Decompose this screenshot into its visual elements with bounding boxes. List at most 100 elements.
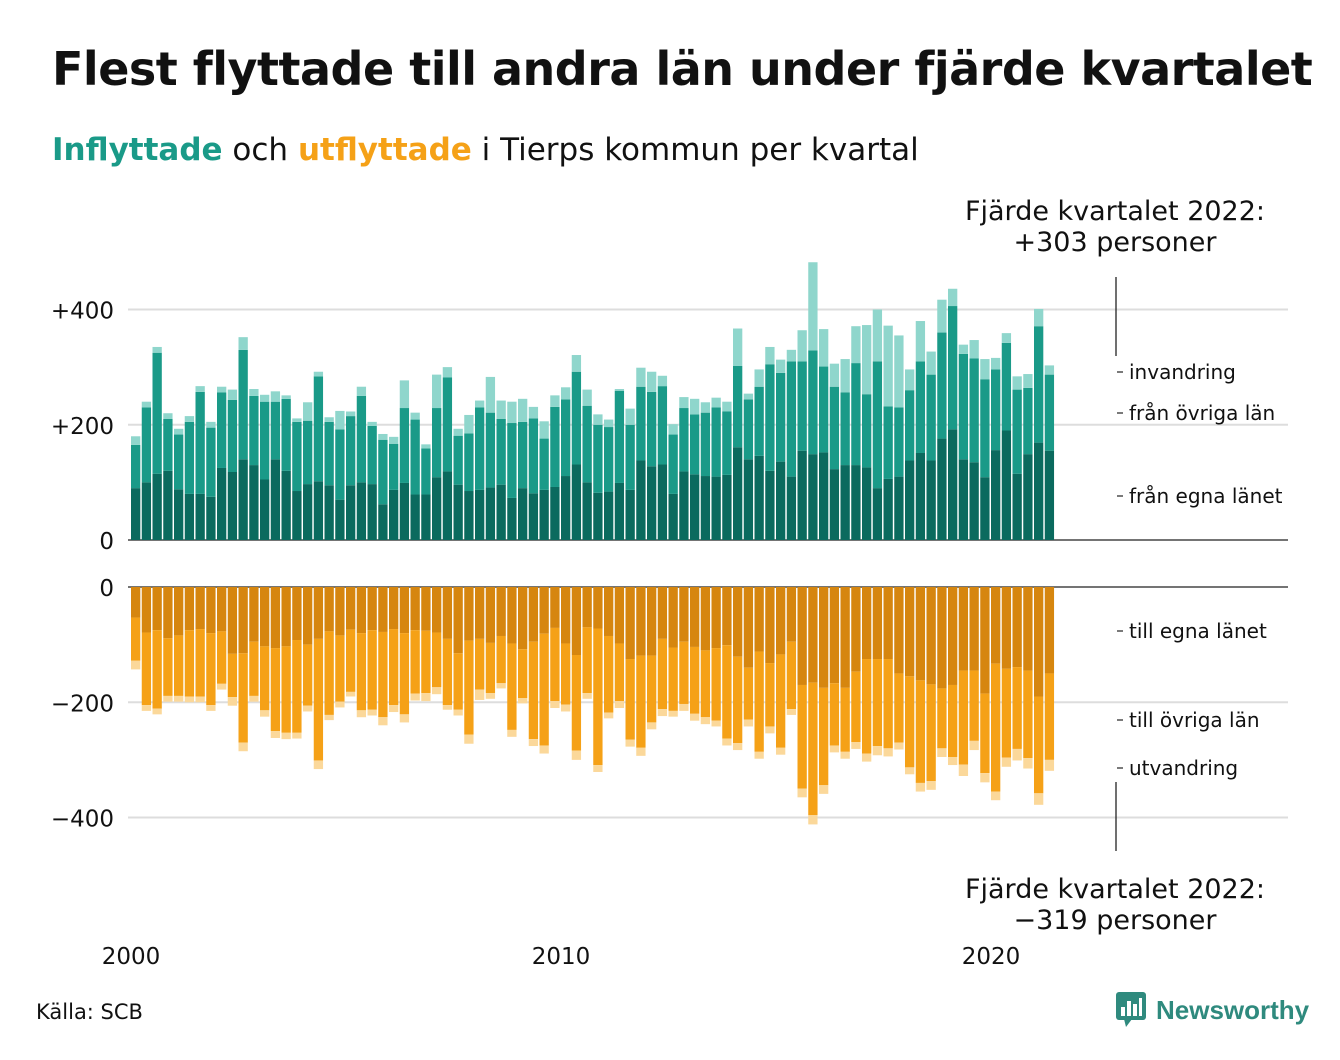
bar-inflyttade-1 [647, 391, 657, 467]
bar-utflyttade-1 [324, 631, 334, 715]
bar-inflyttade-1 [894, 407, 904, 477]
bar-inflyttade-1 [227, 399, 238, 473]
bar-utflyttade-1 [776, 654, 786, 748]
bar-inflyttade-2 [270, 391, 281, 402]
bar-inflyttade-1 [797, 361, 807, 451]
bar-utflyttade-2 [733, 743, 743, 751]
bar-utflyttade-2 [647, 722, 657, 730]
bar-inflyttade-1 [453, 435, 463, 485]
bar-utflyttade-2 [432, 687, 442, 695]
bar-utflyttade-0 [131, 587, 141, 618]
bar-utflyttade-0 [991, 587, 1001, 664]
bar-inflyttade-1 [518, 421, 528, 489]
annotation-top-line2: +303 personer [1013, 227, 1217, 258]
bar-inflyttade-2 [614, 389, 625, 391]
bar-utflyttade-2 [1001, 757, 1012, 767]
bar-utflyttade-1 [657, 638, 668, 710]
bar-utflyttade-1 [475, 638, 485, 690]
bar-utflyttade-0 [1012, 587, 1022, 668]
bar-inflyttade-1 [141, 407, 152, 483]
bar-inflyttade-1 [1044, 374, 1055, 451]
bar-utflyttade-0 [722, 587, 732, 646]
bar-inflyttade-1 [722, 411, 732, 475]
bar-inflyttade-0 [668, 493, 678, 540]
bar-utflyttade-1 [174, 635, 184, 696]
bar-utflyttade-2 [969, 740, 979, 751]
bar-inflyttade-2 [711, 397, 721, 408]
bar-inflyttade-1 [378, 439, 388, 505]
bar-utflyttade-0 [249, 587, 259, 642]
annotation-top-line1: Fjärde kvartalet 2022: [965, 196, 1265, 227]
bar-utflyttade-1 [206, 633, 216, 706]
bar-utflyttade-2 [582, 693, 592, 699]
bar-utflyttade-1 [625, 659, 635, 740]
bar-utflyttade-0 [335, 587, 345, 636]
bar-utflyttade-2 [926, 781, 936, 790]
bar-inflyttade-2 [227, 389, 238, 400]
bar-inflyttade-0 [636, 460, 646, 540]
bar-utflyttade-1 [872, 659, 883, 747]
bar-utflyttade-0 [227, 587, 238, 654]
bar-utflyttade-2 [571, 750, 582, 760]
bar-utflyttade-0 [915, 587, 926, 681]
bar-inflyttade-1 [733, 365, 743, 448]
bar-inflyttade-2 [217, 386, 227, 393]
bar-inflyttade-0 [217, 467, 227, 540]
panel-inflyttade: 0 +200 +400 [51, 262, 1288, 555]
bar-utflyttade-0 [614, 587, 625, 644]
bar-inflyttade-1 [432, 408, 442, 478]
bar-inflyttade-0 [1023, 454, 1033, 540]
bar-utflyttade-0 [496, 587, 506, 636]
bar-inflyttade-1 [163, 418, 173, 471]
bar-utflyttade-2 [700, 717, 711, 725]
bar-inflyttade-2 [754, 369, 764, 387]
bar-inflyttade-0 [894, 476, 904, 540]
bar-utflyttade-2 [356, 710, 367, 718]
x-tick-label: 2000 [102, 944, 161, 970]
bar-inflyttade-0 [184, 493, 195, 540]
bar-utflyttade-0 [948, 587, 958, 685]
bar-inflyttade-1 [776, 372, 786, 462]
bar-inflyttade-0 [270, 459, 281, 540]
bar-inflyttade-0 [593, 492, 603, 540]
bar-utflyttade-0 [819, 587, 829, 688]
bar-inflyttade-2 [829, 363, 840, 387]
bar-utflyttade-1 [442, 638, 453, 706]
bar-utflyttade-0 [410, 587, 420, 631]
y-tick-label: 0 [99, 576, 114, 602]
bar-inflyttade-2 [582, 389, 592, 406]
bar-inflyttade-2 [819, 329, 829, 367]
bar-utflyttade-0 [733, 587, 743, 657]
bar-utflyttade-2 [507, 729, 517, 737]
bar-utflyttade-1 [356, 633, 367, 711]
bar-inflyttade-0 [937, 438, 947, 540]
bar-utflyttade-1 [679, 641, 689, 704]
bar-utflyttade-1 [808, 682, 818, 816]
bar-inflyttade-2 [647, 371, 657, 392]
bar-inflyttade-0 [518, 488, 528, 540]
bar-utflyttade-2 [604, 712, 614, 719]
bar-inflyttade-0 [786, 476, 797, 540]
series-label: utvandring [1129, 756, 1238, 780]
bar-inflyttade-1 [152, 352, 162, 474]
bar-utflyttade-0 [174, 587, 184, 636]
bar-utflyttade-1 [593, 628, 603, 766]
bar-inflyttade-2 [797, 330, 807, 362]
bar-inflyttade-1 [496, 418, 506, 485]
bar-inflyttade-0 [722, 474, 732, 540]
bar-inflyttade-1 [561, 399, 571, 477]
bar-utflyttade-2 [1044, 759, 1055, 771]
bar-utflyttade-0 [292, 587, 302, 641]
bar-inflyttade-1 [905, 390, 915, 461]
bar-utflyttade-2 [378, 717, 388, 726]
bar-utflyttade-1 [991, 663, 1001, 792]
bar-inflyttade-1 [475, 407, 485, 490]
bar-utflyttade-0 [625, 587, 635, 660]
bar-inflyttade-1 [851, 363, 861, 466]
bar-inflyttade-0 [905, 460, 915, 540]
bar-inflyttade-2 [765, 346, 775, 365]
bar-utflyttade-1 [722, 645, 732, 739]
bar-utflyttade-2 [335, 701, 345, 708]
bar-inflyttade-1 [840, 392, 850, 466]
bar-utflyttade-2 [829, 745, 840, 753]
